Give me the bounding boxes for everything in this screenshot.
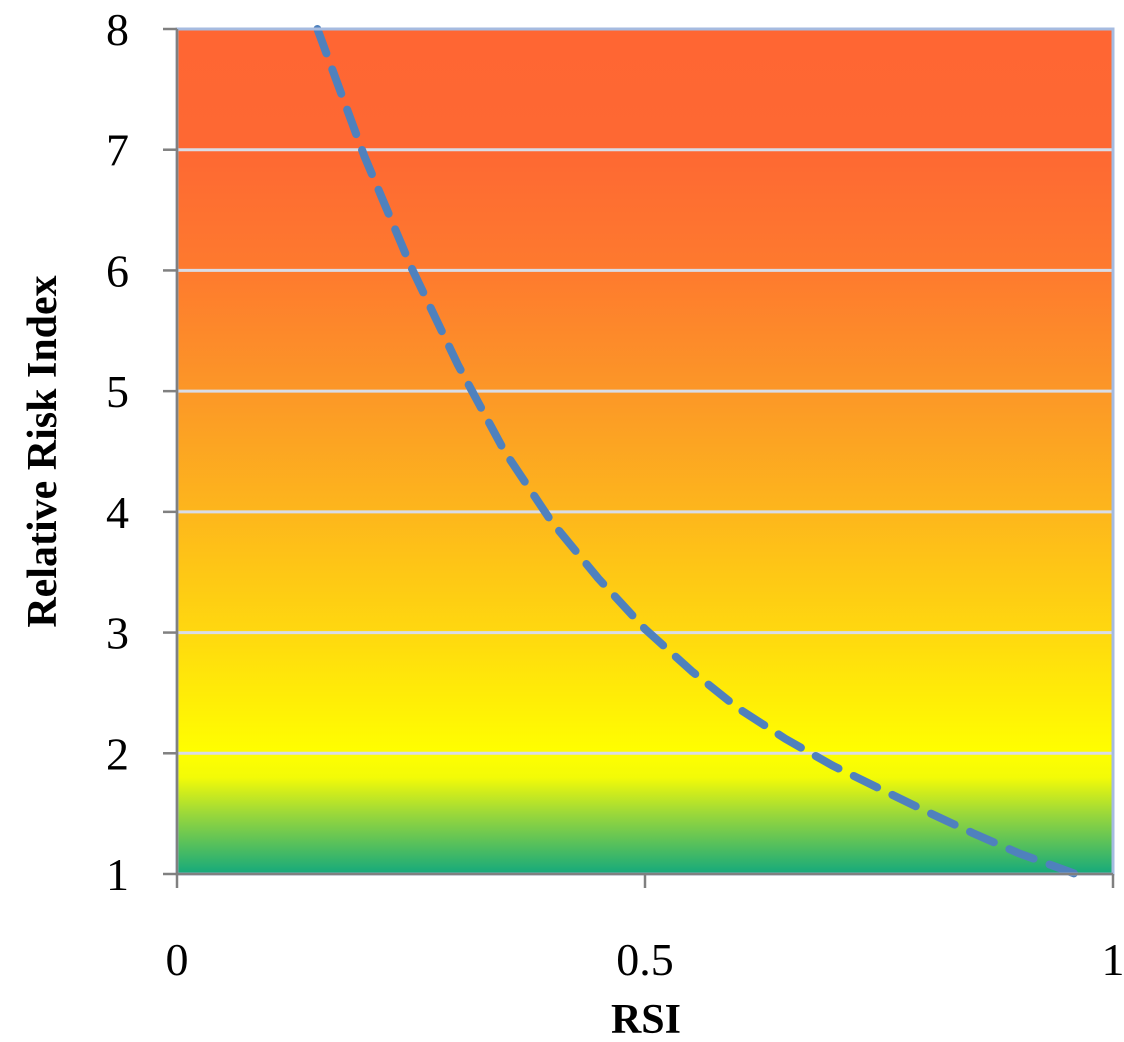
x-axis-title: RSI	[611, 997, 681, 1037]
y-tick-label: 4	[106, 487, 129, 538]
y-tick-label: 2	[106, 728, 129, 779]
x-tick-label: 1	[1102, 934, 1124, 985]
plot-area-background	[177, 29, 1113, 874]
x-tick-label: 0.5	[616, 934, 674, 985]
y-tick-label: 7	[106, 125, 129, 176]
y-tick-label: 6	[106, 245, 129, 296]
y-tick-label: 8	[106, 4, 129, 55]
y-tick-label: 3	[106, 608, 129, 659]
y-tick-label: 5	[106, 366, 129, 417]
x-tick-label: 0	[166, 934, 189, 985]
y-tick-label: 1	[106, 849, 129, 900]
y-axis-title: Relative Risk Index	[20, 275, 66, 627]
